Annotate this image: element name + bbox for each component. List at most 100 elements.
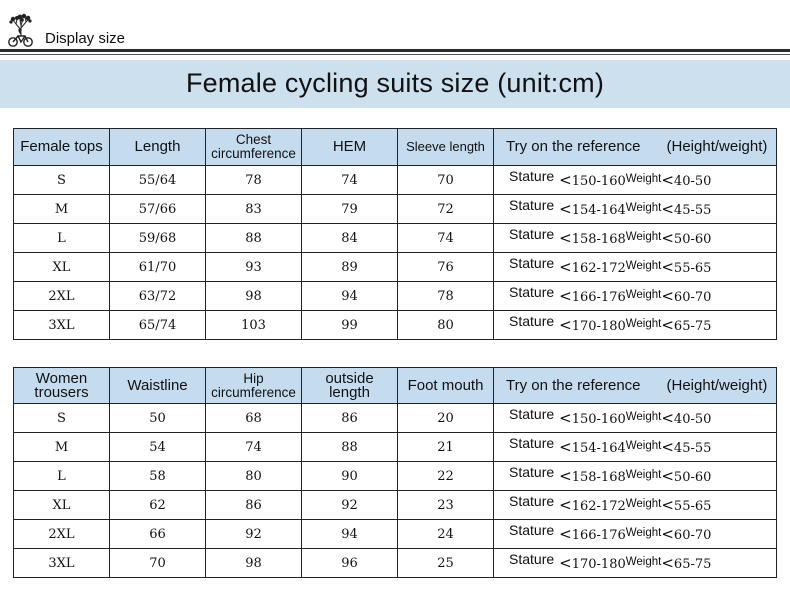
stature-label: Stature bbox=[509, 551, 555, 567]
table-row: 2XL 66 92 94 24 Stature <166-176Weight<60-70 bbox=[13, 519, 777, 549]
weight-range: 45-55 bbox=[673, 441, 712, 456]
header-women-line1: Women bbox=[35, 369, 88, 387]
weight-label: Weight bbox=[625, 556, 662, 568]
cell-sleeve: 78 bbox=[397, 281, 494, 311]
weight-range: 60-70 bbox=[673, 528, 712, 543]
less-than-sign: < bbox=[661, 409, 674, 427]
cell-reference: Stature <154-164Weight<45-55 bbox=[493, 432, 777, 462]
less-than-sign: < bbox=[661, 438, 674, 456]
less-than-sign: < bbox=[559, 287, 572, 305]
cell-size: S bbox=[13, 165, 110, 195]
cell-chest: 83 bbox=[205, 194, 302, 224]
weight-range: 40-50 bbox=[673, 412, 712, 427]
header-hip-line1: Hip bbox=[243, 370, 264, 386]
header-try-reference: Try on the reference (Height/weight) bbox=[493, 128, 777, 166]
cell-hem: 74 bbox=[301, 165, 398, 195]
cell-length: 57/66 bbox=[109, 194, 206, 224]
less-than-sign: < bbox=[661, 229, 674, 247]
cell-chest: 98 bbox=[205, 281, 302, 311]
stature-range: 150-160 bbox=[571, 174, 626, 189]
cell-foot: 21 bbox=[397, 432, 494, 462]
less-than-sign: < bbox=[559, 467, 572, 485]
stature-range: 166-176 bbox=[571, 528, 626, 543]
cell-size: S bbox=[13, 403, 110, 433]
less-than-sign: < bbox=[661, 200, 674, 218]
cell-sleeve: 76 bbox=[397, 252, 494, 282]
page-section-title: Display size bbox=[45, 30, 126, 47]
weight-label: Weight bbox=[625, 469, 662, 481]
cell-reference: Stature <158-168Weight<50-60 bbox=[493, 461, 777, 491]
cell-foot: 22 bbox=[397, 461, 494, 491]
cell-chest: 93 bbox=[205, 252, 302, 282]
header-hip-line2: circumference bbox=[211, 384, 296, 400]
cell-waist: 54 bbox=[109, 432, 206, 462]
table-row: 2XL 63/72 98 94 78 Stature <166-176Weight<60-7… bbox=[13, 281, 777, 311]
table-row: M 54 74 88 21 Stature <154-164Weight<45-55 bbox=[13, 432, 777, 462]
weight-label: Weight bbox=[625, 231, 662, 243]
weight-label: Weight bbox=[625, 440, 662, 452]
header-women-line2: trousers bbox=[34, 383, 89, 401]
weight-range: 65-75 bbox=[673, 557, 712, 572]
table-row: L 59/68 88 84 74 Stature <158-168Weight<50-60 bbox=[13, 223, 777, 253]
weight-range: 50-60 bbox=[673, 232, 712, 247]
cell-sleeve: 70 bbox=[397, 165, 494, 195]
header-try-reference-label: Try on the reference bbox=[506, 138, 641, 155]
header-women-trousers: Women trousers bbox=[13, 367, 110, 404]
stature-label: Stature bbox=[509, 313, 555, 329]
cell-foot: 20 bbox=[397, 403, 494, 433]
header-outside-line2: length bbox=[329, 383, 370, 401]
weight-label: Weight bbox=[625, 202, 662, 214]
cell-waist: 50 bbox=[109, 403, 206, 433]
stature-range: 154-164 bbox=[571, 441, 626, 456]
cell-hip: 98 bbox=[205, 548, 302, 578]
header-height-weight: (Height/weight) bbox=[666, 376, 768, 394]
weight-label: Weight bbox=[625, 527, 662, 539]
cyclist-tree-logo-icon bbox=[8, 13, 33, 47]
header-rule-thick bbox=[0, 49, 790, 52]
stature-range: 166-176 bbox=[571, 290, 626, 305]
cell-hip: 74 bbox=[205, 432, 302, 462]
cell-chest: 88 bbox=[205, 223, 302, 253]
stature-label: Stature bbox=[509, 435, 555, 451]
cell-sleeve: 74 bbox=[397, 223, 494, 253]
cell-hip: 68 bbox=[205, 403, 302, 433]
cell-size: XL bbox=[13, 490, 110, 520]
cell-hem: 89 bbox=[301, 252, 398, 282]
cell-hem: 79 bbox=[301, 194, 398, 224]
stature-range: 170-180 bbox=[571, 557, 626, 572]
less-than-sign: < bbox=[661, 467, 674, 485]
header-try-reference-label: Try on the reference bbox=[506, 376, 641, 394]
cell-hip: 80 bbox=[205, 461, 302, 491]
stature-range: 158-168 bbox=[571, 470, 626, 485]
weight-label: Weight bbox=[625, 318, 662, 330]
stature-range: 170-180 bbox=[571, 319, 626, 334]
less-than-sign: < bbox=[559, 438, 572, 456]
less-than-sign: < bbox=[559, 409, 572, 427]
title-banner: Female cycling suits size (unit:cm) bbox=[0, 60, 790, 108]
banner-title: Female cycling suits size (unit:cm) bbox=[185, 68, 605, 98]
cell-length: 59/68 bbox=[109, 223, 206, 253]
header-sleeve-length: Sleeve length bbox=[397, 128, 494, 166]
trousers-size-table: Women trousers Waistline Hip circumferen… bbox=[13, 367, 777, 578]
weight-range: 40-50 bbox=[673, 174, 712, 189]
weight-label: Weight bbox=[625, 260, 662, 272]
cell-foot: 23 bbox=[397, 490, 494, 520]
weight-range: 50-60 bbox=[673, 470, 712, 485]
weight-label: Weight bbox=[625, 411, 662, 423]
cell-size: 2XL bbox=[13, 281, 110, 311]
cell-hip: 86 bbox=[205, 490, 302, 520]
stature-label: Stature bbox=[509, 284, 555, 300]
stature-range: 150-160 bbox=[571, 412, 626, 427]
cell-hem: 99 bbox=[301, 310, 398, 340]
stature-label: Stature bbox=[509, 168, 555, 184]
cell-outside: 92 bbox=[301, 490, 398, 520]
header-outside-length: outside length bbox=[301, 367, 398, 404]
weight-range: 55-65 bbox=[673, 261, 712, 276]
cell-outside: 94 bbox=[301, 519, 398, 549]
header-rule-thin bbox=[0, 54, 790, 55]
table-row: S 50 68 86 20 Stature <150-160Weight<40-50 bbox=[13, 403, 777, 433]
cell-waist: 66 bbox=[109, 519, 206, 549]
cell-foot: 25 bbox=[397, 548, 494, 578]
less-than-sign: < bbox=[559, 554, 572, 572]
cell-outside: 96 bbox=[301, 548, 398, 578]
